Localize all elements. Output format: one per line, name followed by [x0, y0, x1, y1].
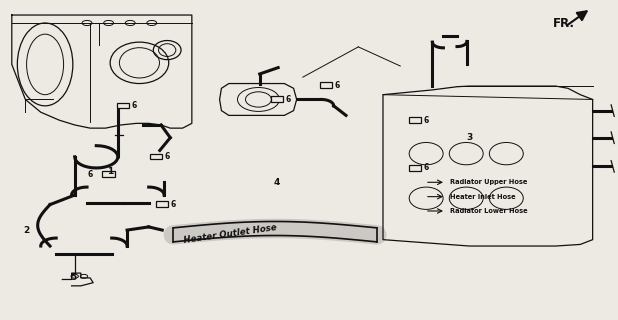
Text: Heater Outlet Hose: Heater Outlet Hose	[182, 223, 277, 245]
Text: 6: 6	[424, 116, 429, 125]
Text: 3: 3	[466, 133, 472, 142]
Text: 5: 5	[70, 273, 77, 282]
Bar	[320, 82, 332, 88]
Text: 6: 6	[132, 101, 137, 110]
Text: 4: 4	[274, 178, 280, 187]
Text: Radiator Upper Hose: Radiator Upper Hose	[449, 179, 527, 185]
Text: 6: 6	[165, 152, 170, 161]
Text: 1: 1	[108, 167, 114, 176]
Text: 6: 6	[335, 81, 340, 90]
Text: 6: 6	[87, 170, 93, 179]
Bar	[150, 154, 163, 159]
Bar	[409, 165, 421, 171]
Text: 6: 6	[171, 200, 176, 209]
Bar	[103, 171, 115, 177]
Polygon shape	[219, 84, 297, 116]
Bar	[156, 201, 169, 207]
Bar	[117, 103, 129, 108]
Text: 6: 6	[424, 164, 429, 172]
Text: 6: 6	[286, 95, 291, 104]
Polygon shape	[383, 86, 593, 246]
Text: FR.: FR.	[552, 17, 575, 30]
Bar	[271, 96, 283, 102]
Text: 2: 2	[23, 226, 30, 235]
Bar	[409, 117, 421, 123]
Text: Heater Inlet Hose: Heater Inlet Hose	[449, 194, 515, 200]
Text: Radiator Lower Hose: Radiator Lower Hose	[449, 208, 527, 214]
